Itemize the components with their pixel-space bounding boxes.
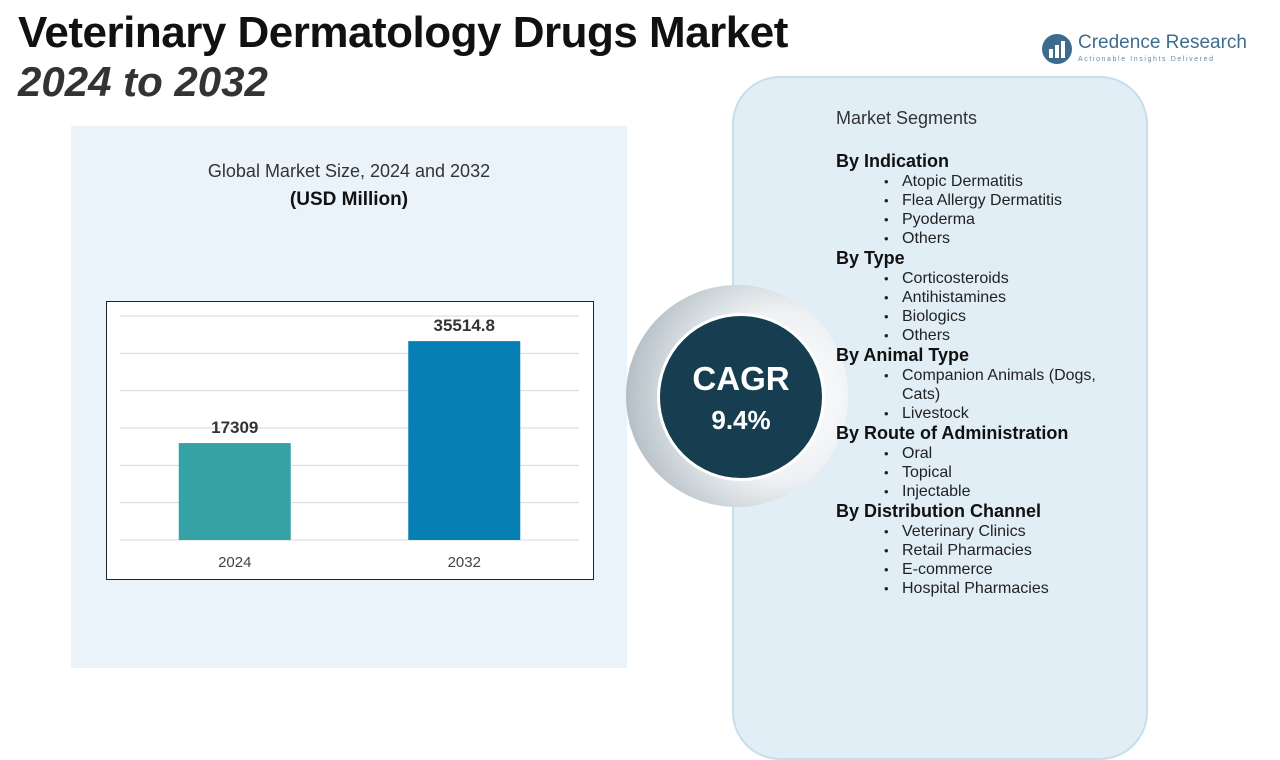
segments-heading: Market Segments [836,108,978,128]
chart-title: Global Market Size, 2024 and 2032 [207,161,491,181]
segment-item: E-commerce [884,560,1136,579]
logo-name: Credence Research [1078,32,1247,53]
segment-list: CorticosteroidsAntihistaminesBiologicsOt… [836,269,1136,345]
segment-list: OralTopicalInjectable [836,444,1136,501]
chart-panel: Global Market Size, 2024 and 2032 (USD M… [71,126,627,668]
segment-group-title: By Route of Administration [836,423,1069,443]
x-tick-label: 2032 [448,554,481,571]
bar [178,443,291,540]
x-tick-label: 2024 [218,554,251,571]
segment-group-title: By Indication [836,151,950,171]
page-title: Veterinary Dermatology Drugs Market [18,8,788,57]
segment-item: Companion Animals (Dogs, Cats) [884,366,1136,404]
segment-item: Pyoderma [884,210,1136,229]
segment-item: Veterinary Clinics [884,522,1136,541]
segment-group-title: By Distribution Channel [836,501,1042,521]
segment-item: Corticosteroids [884,269,1136,288]
chart-subtitle: (USD Million) [289,189,409,210]
segment-group-title: By Type [836,248,905,268]
segment-list: Veterinary ClinicsRetail PharmaciesE-com… [836,522,1136,598]
segment-group: By Animal TypeCompanion Animals (Dogs, C… [836,345,1136,423]
cagr-badge: CAGR 9.4% [657,313,825,481]
segment-item: Flea Allergy Dermatitis [884,191,1136,210]
segment-item: Antihistamines [884,288,1136,307]
segment-item: Biologics [884,307,1136,326]
segment-item: Oral [884,444,1136,463]
segment-item: Topical [884,463,1136,482]
data-label: 17309 [211,418,258,437]
segment-item: Others [884,229,1136,248]
data-label: 35514.8 [434,316,495,335]
market-segments: Market Segments By IndicationAtopic Derm… [836,108,1136,598]
segment-group: By IndicationAtopic DermatitisFlea Aller… [836,151,1136,248]
cagr-value: 9.4% [711,405,771,435]
logo-tagline: Actionable Insights Delivered [1078,56,1215,63]
bar [408,341,521,540]
segment-group: By Distribution ChannelVeterinary Clinic… [836,501,1136,598]
brand-logo: Credence Research Actionable Insights De… [1040,30,1260,70]
segment-item: Livestock [884,404,1136,423]
segment-item: Hospital Pharmacies [884,579,1136,598]
page-subtitle: 2024 to 2032 [18,58,268,105]
segment-list: Atopic DermatitisFlea Allergy Dermatitis… [836,172,1136,248]
cagr-label: CAGR [692,360,790,397]
segment-item: Others [884,326,1136,345]
bar-chart-svg: 17309 2024 35514.8 2032 [120,315,579,571]
segment-group: By Route of AdministrationOralTopicalInj… [836,423,1136,501]
segment-groups: By IndicationAtopic DermatitisFlea Aller… [836,151,1136,598]
segment-item: Injectable [884,482,1136,501]
segment-group-title: By Animal Type [836,345,970,365]
bar-chart: 17309 2024 35514.8 2032 [106,301,594,580]
segment-item: Atopic Dermatitis [884,172,1136,191]
segment-item: Retail Pharmacies [884,541,1136,560]
bar-growth-logo-icon [1042,34,1072,64]
segment-list: Companion Animals (Dogs, Cats)Livestock [836,366,1136,423]
segment-group: By TypeCorticosteroidsAntihistaminesBiol… [836,248,1136,345]
